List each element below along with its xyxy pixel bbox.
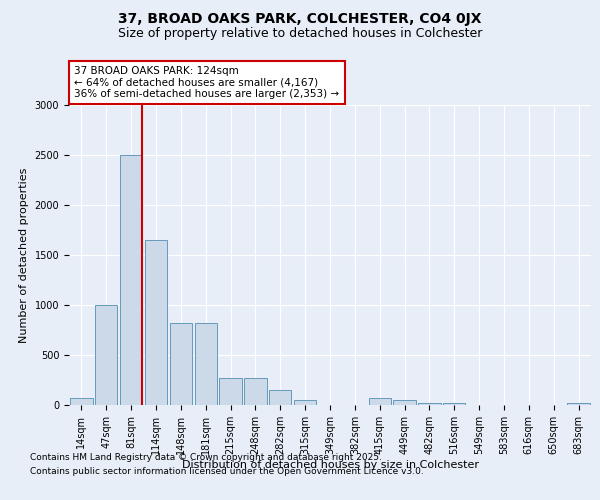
Bar [120, 155, 142, 405]
Bar [70, 398, 92, 405]
Bar [394, 400, 416, 405]
Bar [220, 378, 242, 405]
Bar [294, 400, 316, 405]
Bar [443, 402, 466, 405]
Bar [145, 240, 167, 405]
Text: 37 BROAD OAKS PARK: 124sqm
← 64% of detached houses are smaller (4,167)
36% of s: 37 BROAD OAKS PARK: 124sqm ← 64% of deta… [74, 66, 340, 99]
Bar [568, 402, 590, 405]
Bar [368, 398, 391, 405]
Bar [95, 305, 118, 405]
Text: Contains HM Land Registry data © Crown copyright and database right 2025.: Contains HM Land Registry data © Crown c… [30, 452, 382, 462]
Text: Contains public sector information licensed under the Open Government Licence v3: Contains public sector information licen… [30, 468, 424, 476]
Text: Size of property relative to detached houses in Colchester: Size of property relative to detached ho… [118, 28, 482, 40]
Text: 37, BROAD OAKS PARK, COLCHESTER, CO4 0JX: 37, BROAD OAKS PARK, COLCHESTER, CO4 0JX [118, 12, 482, 26]
Bar [418, 402, 440, 405]
Y-axis label: Number of detached properties: Number of detached properties [19, 168, 29, 342]
Bar [170, 322, 192, 405]
Bar [244, 378, 266, 405]
Bar [194, 322, 217, 405]
Bar [269, 390, 292, 405]
X-axis label: Distribution of detached houses by size in Colchester: Distribution of detached houses by size … [182, 460, 479, 469]
